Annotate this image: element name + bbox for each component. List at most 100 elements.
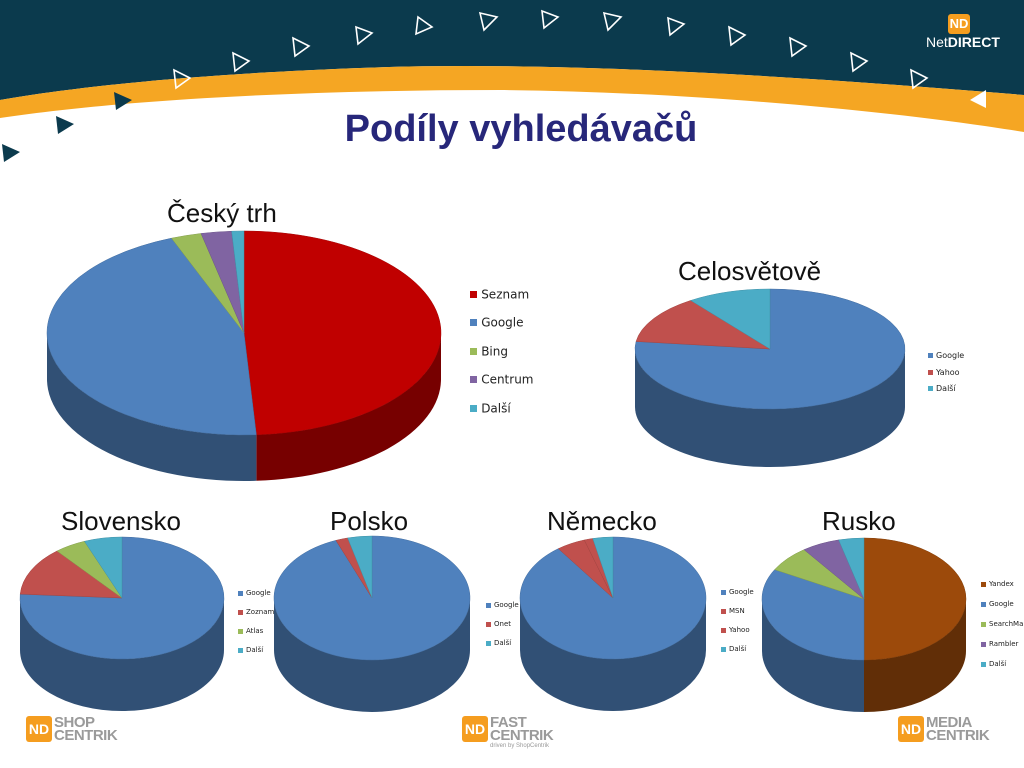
chart-title: Slovensko (61, 506, 181, 536)
page-title: Podíly vyhledávačů (344, 108, 698, 150)
legend-item: Yandex (981, 580, 1024, 600)
legend-label: Google (989, 600, 1014, 609)
pie-slice-seznam (243, 230, 442, 436)
legend-item: Atlas (238, 627, 274, 646)
legend-swatch (486, 621, 491, 627)
fastcentrik-logo-line2: CENTRIK (490, 727, 554, 744)
fastcentrik-logo-line1: FAST (490, 714, 527, 731)
mediacentrik-logo-line2: CENTRIK (926, 727, 990, 744)
legend-item: Další (721, 645, 754, 664)
legend-swatch (981, 641, 986, 647)
pie-slice-side (520, 598, 706, 711)
legend-swatch (981, 661, 986, 667)
legend-swatch (928, 353, 933, 359)
legend-swatch (470, 290, 477, 298)
legend-swatch (981, 601, 986, 607)
legend-swatch (981, 621, 986, 627)
legend-item: Centrum (470, 372, 534, 401)
legend-label: Další (481, 401, 511, 416)
chart-legend: Google MSN Yahoo Další (721, 588, 754, 664)
legend-label: Rambler (989, 640, 1019, 649)
mediacentrik-logo-mark: ND (898, 716, 924, 742)
pie-slice-další (690, 288, 771, 350)
pie-slice-další (231, 230, 245, 334)
legend-item: Další (928, 384, 964, 401)
legend-swatch (238, 609, 243, 615)
mediacentrik-logo: ND MEDIA CENTRIK (898, 712, 1008, 752)
pie-slice-další (592, 536, 614, 599)
legend-label: Yahoo (729, 626, 750, 635)
header-dark-band (0, 0, 1024, 100)
pie-slice-side (47, 333, 257, 481)
header-banner (0, 0, 1024, 162)
legend-item: Onet (486, 620, 519, 639)
legend-item: Seznam (470, 287, 534, 316)
legend-item: Yahoo (721, 626, 754, 645)
legend-swatch (238, 590, 243, 596)
legend-swatch (721, 627, 726, 633)
legend-item: Zoznam (238, 608, 274, 627)
legend-label: Onet (494, 620, 511, 629)
shopcentrik-logo-line1: SHOP (54, 714, 95, 731)
legend-label: Další (729, 645, 747, 654)
legend-label: Další (494, 639, 512, 648)
legend-label: Atlas (246, 627, 264, 636)
legend-swatch (721, 646, 726, 652)
fastcentrik-logo-tagline: driven by ShopCentrik (490, 743, 550, 749)
legend-item: Yahoo (928, 368, 964, 385)
pie-slice-yahoo (635, 300, 771, 350)
legend-swatch (470, 319, 477, 327)
legend-label: MSN (729, 607, 745, 616)
legend-swatch (470, 347, 477, 355)
decorative-triangles-solid (2, 90, 986, 162)
legend-swatch (238, 628, 243, 634)
pie-slice-další (838, 537, 865, 600)
chart-legend: Yandex Google SearchMail Rambler Další (981, 580, 1024, 680)
legend-label: Bing (481, 344, 508, 359)
netdirect-logo-net: Net (926, 34, 948, 50)
pie-slice-side (762, 599, 864, 712)
legend-swatch (928, 369, 933, 375)
chart-title: Český trh (167, 198, 277, 228)
chart-title: Rusko (822, 506, 896, 536)
pie-slice-side (20, 598, 224, 711)
legend-label: Centrum (481, 372, 534, 387)
shopcentrik-logo-line2: CENTRIK (54, 727, 118, 744)
shopcentrik-logo: ND SHOP CENTRIK (26, 712, 136, 752)
legend-item: MSN (721, 607, 754, 626)
legend-label: Další (246, 646, 264, 655)
legend-item: Rambler (981, 640, 1024, 660)
legend-swatch (486, 640, 491, 646)
mediacentrik-logo-line1: MEDIA (926, 714, 972, 731)
legend-label: Další (989, 660, 1007, 669)
pie-slice-google (761, 569, 865, 661)
legend-item: Další (981, 660, 1024, 680)
shopcentrik-logo-mark: ND (26, 716, 52, 742)
netdirect-logo-direct: DIRECT (947, 34, 1000, 50)
legend-item: SearchMail (981, 620, 1024, 640)
chart-title: Německo (547, 506, 657, 536)
legend-swatch (486, 602, 491, 608)
decorative-triangles (173, 9, 929, 90)
chart-legend: Seznam Google Bing Centrum Další (470, 287, 534, 430)
header-orange-swoosh (0, 66, 1024, 132)
chart-title: Polsko (330, 506, 409, 536)
legend-label: Google (494, 601, 519, 610)
legend-label: Seznam (481, 287, 530, 302)
legend-swatch (470, 376, 477, 384)
legend-swatch (721, 589, 726, 595)
pie-slice-další (347, 535, 373, 599)
legend-swatch (470, 404, 477, 412)
legend-item: Google (470, 315, 534, 344)
chart-legend: Google Onet Další (486, 601, 519, 658)
legend-swatch (928, 386, 933, 392)
legend-item: Google (721, 588, 754, 607)
netdirect-logo-mark: ND (948, 14, 970, 34)
pie-slice-side (256, 333, 441, 481)
legend-item: Další (238, 646, 274, 665)
